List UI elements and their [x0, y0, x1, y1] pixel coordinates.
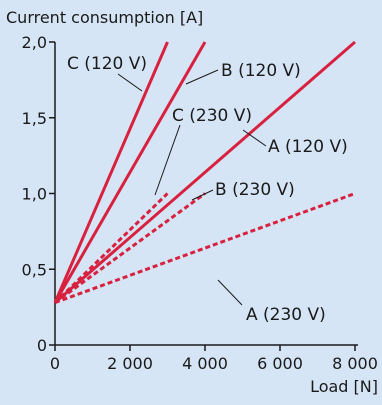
leader-line-1: [185, 69, 219, 85]
leader-line-2: [242, 129, 267, 147]
series-line-3: [53, 192, 169, 304]
leader-line-4: [191, 189, 214, 201]
x-tick-label-2: 4 000: [182, 354, 228, 373]
series-line-0: [53, 41, 169, 304]
series-line-4: [54, 192, 206, 304]
label-a-120v: A (120 V): [268, 137, 348, 157]
series-layer: [53, 40, 356, 305]
label-a-230v: A (230 V): [246, 305, 326, 325]
x-axis-title: Load [N]: [310, 377, 378, 396]
series-line-2: [54, 40, 356, 304]
y-tick-label-2: 1,0: [22, 185, 47, 204]
label-b-230v: B (230 V): [215, 180, 295, 200]
annotation-leaders: [117, 69, 267, 306]
label-c-230v: C (230 V): [172, 106, 252, 126]
label-c-120v: C (120 V): [67, 54, 147, 74]
y-tick-label-3: 1,5: [22, 109, 47, 128]
series-line-1: [53, 41, 207, 304]
series-line-5: [54, 192, 356, 305]
x-tick-label-3: 6 000: [257, 354, 303, 373]
leader-line-3: [154, 124, 181, 196]
x-tick-label-0: 0: [50, 354, 60, 373]
y-axis-title: Current consumption [A]: [6, 8, 203, 27]
leader-line-0: [117, 73, 143, 92]
label-b-120v: B (120 V): [221, 61, 301, 81]
x-tick-label-4: 8 000: [332, 354, 378, 373]
y-tick-label-4: 2,0: [22, 33, 47, 52]
leader-line-5: [217, 279, 243, 306]
ticks-layer: 0 0,5 1,0 1,5 2,0 0 2 000 4 000 6 000 8 000: [22, 33, 378, 373]
y-tick-label-1: 0,5: [22, 260, 47, 279]
y-tick-label-0: 0: [37, 336, 47, 355]
x-tick-label-1: 2 000: [107, 354, 153, 373]
